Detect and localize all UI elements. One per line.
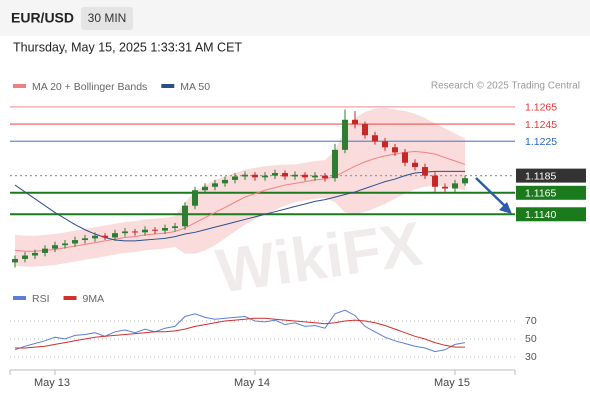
level-label: 1.1265 xyxy=(525,102,557,114)
candle-body xyxy=(432,175,438,187)
level-label-box xyxy=(516,168,586,183)
candle-body xyxy=(162,228,168,231)
projection-arrowhead xyxy=(499,202,512,214)
candle-body xyxy=(22,255,28,259)
candle-body xyxy=(72,240,78,244)
candle-body xyxy=(152,229,158,231)
candle-body xyxy=(382,141,388,148)
candle-body xyxy=(332,149,338,179)
legend-swatch xyxy=(13,296,26,300)
level-label: 1.1140 xyxy=(525,209,556,221)
moving-average xyxy=(14,151,466,252)
candle-body xyxy=(392,147,398,153)
level-label: 1.1185 xyxy=(525,170,556,182)
candle-body xyxy=(262,175,268,178)
candle-body xyxy=(12,258,18,263)
legend-swatch xyxy=(161,84,175,88)
timestamp: Thursday, May 15, 2025 1:33:31 AM CET xyxy=(13,40,242,54)
candle-body xyxy=(282,173,288,177)
candle-body xyxy=(402,152,408,163)
candle-body xyxy=(132,231,138,233)
candle-body xyxy=(312,175,318,178)
timeframe-box xyxy=(81,7,133,30)
candle-body xyxy=(122,231,128,234)
rsi-line xyxy=(14,309,466,353)
candle-body xyxy=(372,135,378,142)
candle-body xyxy=(102,235,108,238)
x-tick-label: May 13 xyxy=(34,377,70,389)
candle-body xyxy=(192,190,198,206)
level-label: 1.1225 xyxy=(525,136,557,148)
candle-body xyxy=(272,173,278,176)
candle-body xyxy=(252,174,258,178)
candle-body xyxy=(202,186,208,191)
legend-swatch xyxy=(63,296,77,300)
candle-body xyxy=(322,175,328,179)
level-label-box xyxy=(516,207,586,222)
candle-body xyxy=(82,238,88,241)
candle-body xyxy=(362,124,368,136)
legend-swatch xyxy=(13,84,26,88)
y-tick-label: 30 xyxy=(525,351,537,363)
x-tick-label: May 14 xyxy=(234,377,270,389)
level-label: 1.1245 xyxy=(525,119,557,131)
source: Research © 2025 Trading Central xyxy=(431,81,580,92)
projection-arrow xyxy=(475,177,507,208)
y-tick-label: 50 xyxy=(525,333,537,345)
x-tick-label: May 15 xyxy=(434,377,470,389)
candle-body xyxy=(452,183,458,189)
bollinger-band xyxy=(15,107,465,267)
candle-body xyxy=(42,248,48,253)
candle-body xyxy=(442,186,448,189)
candle-body xyxy=(112,233,118,238)
candle-body xyxy=(292,174,298,177)
candle-body xyxy=(182,205,188,227)
background-layer xyxy=(10,106,515,358)
candle-body xyxy=(142,229,148,233)
level-label: 1.1165 xyxy=(525,188,556,200)
legend-label: 9MA xyxy=(83,293,105,305)
candle-body xyxy=(422,167,428,176)
candle-body xyxy=(212,183,218,187)
legend-label: MA 50 xyxy=(180,81,210,93)
moving-average xyxy=(14,170,465,242)
candle-body xyxy=(172,226,178,229)
candle-body xyxy=(462,178,468,184)
foreground-layer: MA 20 + Bollinger Bands MA 50 1.1265 1.1245… xyxy=(9,81,586,389)
y-tick-label: 70 xyxy=(525,315,537,327)
candle-body xyxy=(342,119,348,150)
candle-body xyxy=(92,235,98,239)
candle-body xyxy=(352,119,358,125)
candle-body xyxy=(222,179,228,184)
timeframe: 30 MIN xyxy=(88,11,127,25)
candle-body xyxy=(242,174,248,177)
legend-label: MA 20 + Bollinger Bands xyxy=(32,81,147,93)
candle-body xyxy=(32,252,38,256)
legend-label: RSI xyxy=(32,293,50,305)
candle-body xyxy=(302,174,308,178)
candle-body xyxy=(412,162,418,168)
rsi-line xyxy=(15,317,465,349)
candle-body xyxy=(62,243,68,246)
candle-body xyxy=(232,176,238,180)
symbol: EUR/USD xyxy=(11,10,74,26)
candle-body xyxy=(52,245,58,249)
level-label-box xyxy=(516,185,586,200)
